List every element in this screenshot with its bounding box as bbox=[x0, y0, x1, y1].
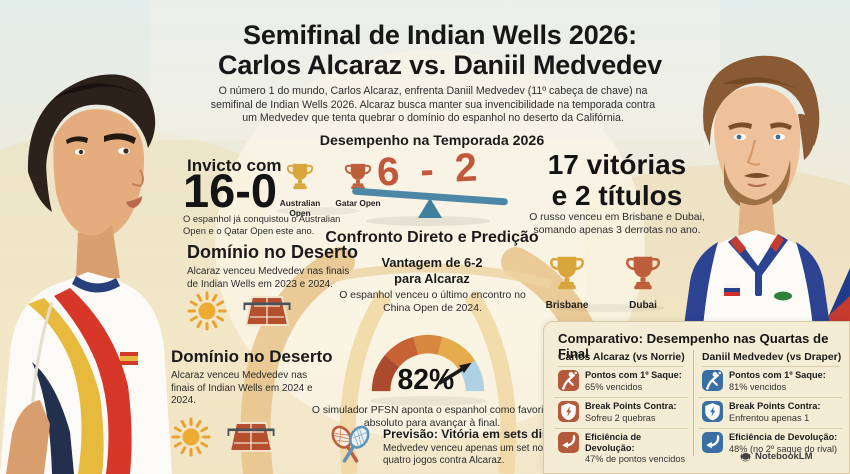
desert-icons-2 bbox=[171, 417, 275, 457]
desert-icons bbox=[187, 291, 291, 331]
medvedev-headline: 17 vitórias e 2 títulos bbox=[512, 149, 722, 211]
head-to-head-score: 6 - 2 bbox=[376, 145, 484, 195]
gauge-caption: O simulador PFSN aponta o espanhol como … bbox=[311, 405, 553, 429]
row-separator bbox=[554, 397, 688, 398]
prediction-caption: Medvedev venceu apenas um set nos último… bbox=[383, 443, 582, 467]
serve-icon bbox=[558, 370, 579, 391]
trophy-brisbane: Brisbane bbox=[543, 253, 591, 311]
header-underline bbox=[558, 366, 684, 367]
return-arrow-icon bbox=[558, 432, 579, 453]
alcaraz-streak-label: Invicto com bbox=[187, 156, 282, 175]
comparison-heading: Comparativo: Desempenho nas Quartas de F… bbox=[558, 331, 829, 361]
title-line2: Carlos Alcaraz vs. Daniil Medvedev bbox=[218, 50, 662, 80]
prediction-title: Previsão: Vitória em sets diretos bbox=[383, 427, 572, 441]
medvedev-trophies: Brisbane Dubai bbox=[543, 253, 667, 311]
trophy-icon bbox=[286, 163, 314, 190]
sun-icon bbox=[171, 417, 211, 457]
seesaw-fulcrum bbox=[418, 198, 442, 218]
alcaraz-trophies: Australian Open Gatar Open bbox=[276, 161, 382, 218]
header-underline bbox=[702, 366, 840, 367]
notebooklm-logo-icon bbox=[740, 451, 751, 462]
crossed-rackets-icon bbox=[331, 425, 370, 463]
desert-dominance-text-2: Alcaraz venceu Medvedev nas finais of In… bbox=[171, 370, 313, 407]
serve-icon bbox=[702, 370, 723, 391]
watermark-label: NotebookLM bbox=[755, 451, 813, 462]
alcaraz-column-header: Carlos Alcaraz (vs Norrie) bbox=[558, 352, 685, 363]
tennis-court-icon bbox=[243, 296, 291, 326]
desert-dominance-text: Alcaraz venceu Medvedev nas finais de In… bbox=[187, 266, 350, 290]
shield-bolt-icon bbox=[558, 401, 579, 422]
trophy-icon bbox=[549, 256, 585, 290]
watermark: NotebookLM bbox=[740, 451, 813, 462]
probability-gauge: 82% bbox=[371, 334, 485, 396]
stat-row: Pontos com 1º Saque: 81% vencidos bbox=[702, 370, 848, 392]
comparison-panel: Comparativo: Desempenho nas Quartas de F… bbox=[543, 321, 850, 474]
stat-row: Break Points Contra: Sofreu 2 quebras bbox=[558, 401, 690, 423]
row-separator bbox=[698, 428, 842, 429]
title-line1: Semifinal de Indian Wells 2026: bbox=[243, 20, 637, 50]
advantage-line1: Vantagem de 6-2 bbox=[381, 255, 483, 270]
alcaraz-season-caption: O espanhol já conquistou o Australian Op… bbox=[183, 213, 341, 236]
h2h-heading: Confronto Direto e Predição bbox=[325, 229, 539, 246]
desert-dominance-title: Domínio no Deserto bbox=[187, 242, 359, 262]
sun-icon bbox=[187, 291, 227, 331]
stat-row: Pontos com 1º Saque: 65% vencidos bbox=[558, 370, 690, 392]
medvedev-column-header: Daniil Medvedev (vs Draper) bbox=[702, 352, 842, 363]
alcaraz-record: 16-0 bbox=[183, 164, 278, 217]
row-separator bbox=[554, 428, 688, 429]
trophy-dubai: Dubai bbox=[619, 253, 667, 311]
intro-text: O número 1 do mundo, Carlos Alcaraz, enf… bbox=[210, 85, 656, 125]
stat-row: Eficiência de Devolução: 47% de pontos ve… bbox=[558, 432, 690, 465]
row-separator bbox=[698, 397, 842, 398]
h2h-caption: O espanhol venceu o último encontro no C… bbox=[339, 290, 526, 314]
gauge-needle bbox=[459, 362, 472, 373]
tennis-court-icon bbox=[227, 422, 275, 452]
stat-row: Break Points Contra: Enfrentou apenas 1 bbox=[702, 401, 848, 423]
season-heading: Desempenho na Temporada 2026 bbox=[319, 133, 545, 149]
stat-row: Eficiência de Devolução: 48% (no 2º saque… bbox=[702, 432, 848, 454]
page-title: Semifinal de Indian Wells 2026: Carlos A… bbox=[155, 20, 725, 80]
column-divider bbox=[693, 350, 694, 456]
shield-bolt-icon bbox=[702, 401, 723, 422]
seesaw-scale: 6 - 2 bbox=[345, 145, 515, 218]
h2h-advantage: Vantagem de 6-2 para Alcaraz bbox=[332, 255, 532, 286]
medvedev-season-caption: O russo venceu em Brisbane e Dubai, soma… bbox=[529, 212, 705, 236]
trophy-icon bbox=[625, 256, 661, 290]
return-arrow-icon bbox=[702, 432, 723, 453]
medvedev-headline-line2: e 2 títulos bbox=[551, 179, 683, 211]
trophy-australian-open: Australian Open bbox=[276, 161, 324, 218]
desert-dominance-title-2: Domínio no Deserto bbox=[171, 347, 333, 366]
advantage-line2: para Alcaraz bbox=[394, 270, 470, 286]
medvedev-headline-line1: 17 vitórias bbox=[547, 149, 687, 180]
